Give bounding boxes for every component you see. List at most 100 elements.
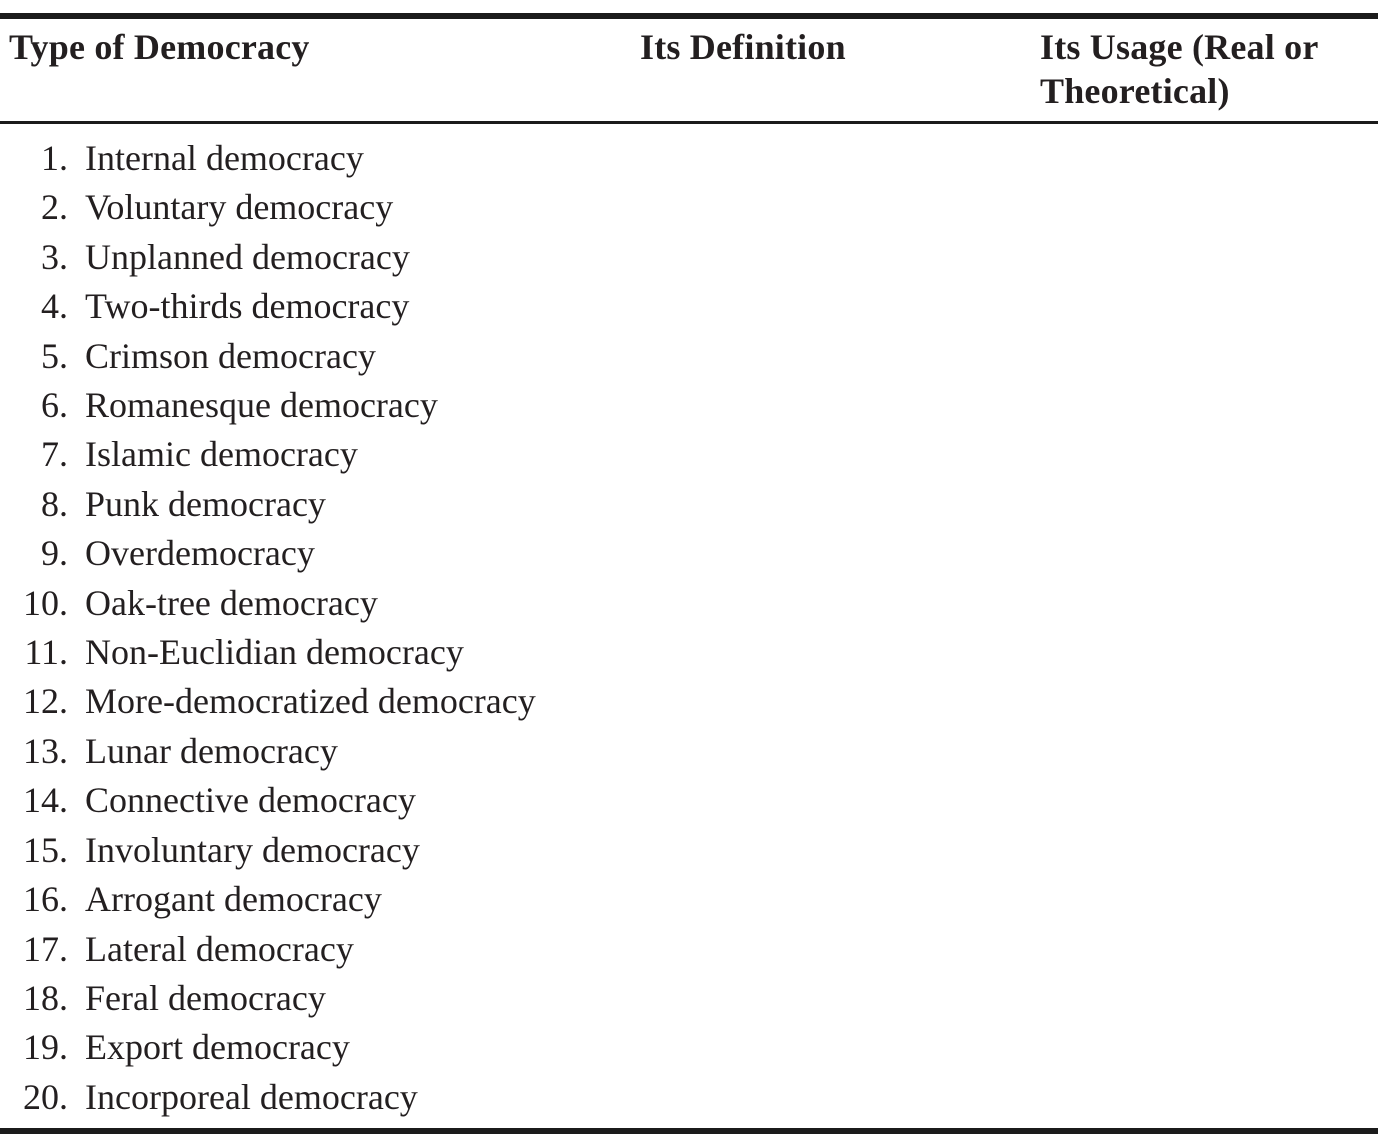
definition-cell <box>640 1073 1040 1122</box>
row-number: 5. <box>41 335 68 376</box>
type-cell: 16. Arrogant democracy <box>0 875 640 924</box>
democracy-type-label: Voluntary democracy <box>85 187 394 228</box>
definition-cell <box>640 134 1040 183</box>
usage-cell <box>1040 974 1378 1023</box>
usage-cell <box>1040 480 1378 529</box>
type-cell: 1. Internal democracy <box>0 134 640 183</box>
democracy-type-label: Two-thirds democracy <box>85 286 410 327</box>
column-header-usage: Its Usage (Real or Theoretical) <box>1040 27 1318 111</box>
type-cell: 17. Lateral democracy <box>0 925 640 974</box>
row-number: 17. <box>23 928 68 969</box>
row-number: 19. <box>23 1027 68 1068</box>
table-row: 12. More-democratized democracy <box>0 677 1378 726</box>
table-row: 11. Non-Euclidian democracy <box>0 628 1378 677</box>
usage-cell <box>1040 430 1378 479</box>
type-cell: 18. Feral democracy <box>0 974 640 1023</box>
democracy-type-label: Unplanned democracy <box>85 236 410 277</box>
usage-cell <box>1040 134 1378 183</box>
definition-cell <box>640 727 1040 776</box>
usage-cell <box>1040 233 1378 282</box>
table-row: 6. Romanesque democracy <box>0 381 1378 430</box>
row-number: 6. <box>41 385 68 426</box>
type-cell: 8. Punk democracy <box>0 480 640 529</box>
usage-cell <box>1040 677 1378 726</box>
usage-cell <box>1040 776 1378 825</box>
type-cell: 3. Unplanned democracy <box>0 233 640 282</box>
type-cell: 12. More-democratized democracy <box>0 677 640 726</box>
table-row: 18. Feral democracy <box>0 974 1378 1023</box>
table-row: 7. Islamic democracy <box>0 430 1378 479</box>
table-row: 14. Connective democracy <box>0 776 1378 825</box>
row-number: 2. <box>41 187 68 228</box>
usage-cell <box>1040 332 1378 381</box>
definition-cell <box>640 974 1040 1023</box>
democracy-type-label: Involuntary democracy <box>85 829 420 870</box>
row-number: 10. <box>23 582 68 623</box>
table-row: 3. Unplanned democracy <box>0 233 1378 282</box>
democracy-type-label: Islamic democracy <box>85 434 358 475</box>
definition-cell <box>640 381 1040 430</box>
type-cell: 7. Islamic democracy <box>0 430 640 479</box>
democracy-type-label: Export democracy <box>85 1027 350 1068</box>
table-row: 1. Internal democracy <box>0 134 1378 183</box>
democracy-type-label: Incorporeal democracy <box>85 1076 418 1117</box>
democracy-table: Type of Democracy Its Definition Its Usa… <box>0 13 1378 1135</box>
democracy-type-label: Connective democracy <box>85 780 416 821</box>
row-number: 9. <box>41 533 68 574</box>
definition-cell <box>640 332 1040 381</box>
usage-cell <box>1040 727 1378 776</box>
table-row: 10. Oak-tree democracy <box>0 579 1378 628</box>
usage-cell <box>1040 1073 1378 1122</box>
definition-cell <box>640 529 1040 578</box>
table-row: 20. Incorporeal democracy <box>0 1073 1378 1122</box>
definition-cell <box>640 1023 1040 1072</box>
type-cell: 9. Overdemocracy <box>0 529 640 578</box>
democracy-type-label: Arrogant democracy <box>85 879 382 920</box>
definition-cell <box>640 826 1040 875</box>
row-number: 7. <box>41 434 68 475</box>
table-row: 16. Arrogant democracy <box>0 875 1378 924</box>
table-row: 5. Crimson democracy <box>0 332 1378 381</box>
type-cell: 14. Connective democracy <box>0 776 640 825</box>
row-number: 16. <box>23 879 68 920</box>
definition-cell <box>640 282 1040 331</box>
usage-cell <box>1040 875 1378 924</box>
democracy-type-label: Punk democracy <box>85 483 326 524</box>
type-cell: 2. Voluntary democracy <box>0 183 640 232</box>
democracy-type-label: Feral democracy <box>85 977 326 1018</box>
column-header-definition: Its Definition <box>640 27 846 67</box>
definition-cell <box>640 480 1040 529</box>
democracy-type-label: More-democratized democracy <box>85 681 536 722</box>
table-header: Type of Democracy Its Definition Its Usa… <box>0 19 1378 124</box>
definition-cell <box>640 875 1040 924</box>
row-number: 12. <box>23 681 68 722</box>
type-cell: 6. Romanesque democracy <box>0 381 640 430</box>
type-cell: 11. Non-Euclidian democracy <box>0 628 640 677</box>
democracy-type-label: Oak-tree democracy <box>85 582 378 623</box>
democracy-type-label: Overdemocracy <box>85 533 315 574</box>
table-row: 15. Involuntary democracy <box>0 826 1378 875</box>
usage-cell <box>1040 529 1378 578</box>
row-number: 14. <box>23 780 68 821</box>
type-cell: 15. Involuntary democracy <box>0 826 640 875</box>
type-cell: 5. Crimson democracy <box>0 332 640 381</box>
democracy-type-label: Crimson democracy <box>85 335 376 376</box>
democracy-type-label: Romanesque democracy <box>85 385 438 426</box>
definition-cell <box>640 677 1040 726</box>
row-number: 15. <box>23 829 68 870</box>
definition-cell <box>640 776 1040 825</box>
table-body: 1. Internal democracy 2. Voluntary democra… <box>0 124 1378 1128</box>
type-cell: 13. Lunar democracy <box>0 727 640 776</box>
usage-cell <box>1040 579 1378 628</box>
usage-cell <box>1040 381 1378 430</box>
definition-cell <box>640 430 1040 479</box>
table-row: 19. Export democracy <box>0 1023 1378 1072</box>
row-number: 3. <box>41 236 68 277</box>
row-number: 8. <box>41 483 68 524</box>
definition-cell <box>640 233 1040 282</box>
democracy-type-label: Non-Euclidian democracy <box>85 632 464 673</box>
democracy-type-label: Internal democracy <box>85 138 364 178</box>
type-cell: 19. Export democracy <box>0 1023 640 1072</box>
type-cell: 4. Two-thirds democracy <box>0 282 640 331</box>
usage-cell <box>1040 183 1378 232</box>
